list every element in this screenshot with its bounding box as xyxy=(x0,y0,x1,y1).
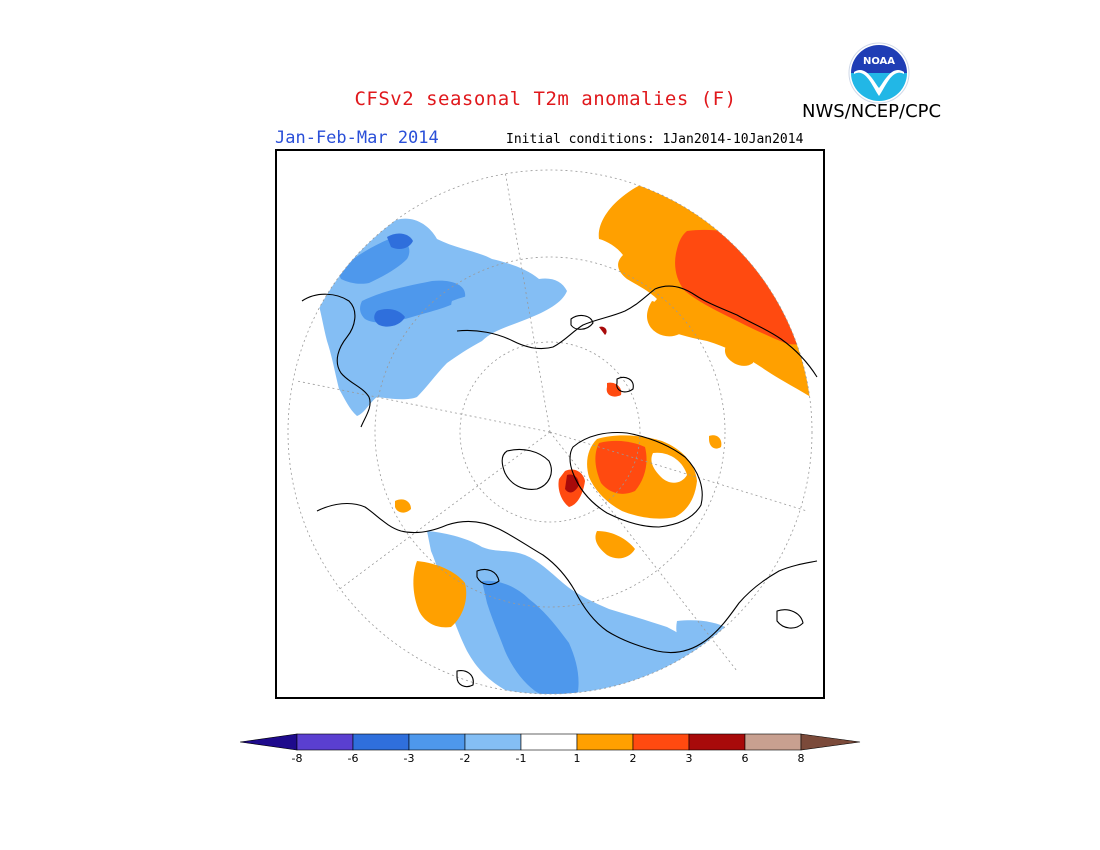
colorbar-swatch xyxy=(632,733,690,751)
colorbar-arrow-left xyxy=(240,733,298,751)
cold-anomaly-siberia xyxy=(316,218,567,416)
colorbar-swatch xyxy=(296,733,354,751)
colorbar-swatch xyxy=(688,733,746,751)
colorbar-tick-label: 1 xyxy=(573,752,581,765)
colorbar-tick-label: 3 xyxy=(685,752,693,765)
colorbar-tick-label: -8 xyxy=(291,752,303,765)
colorbar-tick-label: 8 xyxy=(797,752,805,765)
warm-anomaly-west-na xyxy=(413,561,467,628)
coastline-eurasia xyxy=(301,285,818,428)
colorbar-tick-label: -6 xyxy=(347,752,359,765)
colorbar-swatch xyxy=(576,733,634,751)
map-frame xyxy=(275,149,825,699)
colorbar-tick-label: -1 xyxy=(515,752,527,765)
colorbar-swatch xyxy=(464,733,522,751)
period-label: Jan-Feb-Mar 2014 xyxy=(275,128,439,148)
colorbar-swatch xyxy=(352,733,410,751)
colorbar-swatch xyxy=(408,733,466,751)
noaa-logo: NOAA xyxy=(848,42,910,104)
cold-anomaly-north-america xyxy=(427,531,717,694)
agency-label: NWS/NCEP/CPC xyxy=(802,101,942,122)
colorbar-tick-label: -2 xyxy=(459,752,471,765)
chart-title: CFSv2 seasonal T2m anomalies (F) xyxy=(354,88,737,110)
colorbar-swatch xyxy=(520,733,578,751)
colorbar xyxy=(240,733,861,751)
coastline-greenland xyxy=(569,431,703,528)
colorbar-swatch xyxy=(744,733,802,751)
colorbar-tick-label: 6 xyxy=(741,752,749,765)
colorbar-tick-label: 2 xyxy=(629,752,637,765)
logo-text: NOAA xyxy=(863,56,895,67)
colorbar-arrow-right xyxy=(800,733,861,751)
cold-anomaly-siberia-core xyxy=(337,237,410,284)
initial-conditions-label: Initial conditions: 1Jan2014-10Jan2014 xyxy=(506,132,804,147)
polar-map xyxy=(287,169,818,695)
colorbar-tick-label: -3 xyxy=(403,752,415,765)
coastline-north-america xyxy=(316,502,818,654)
